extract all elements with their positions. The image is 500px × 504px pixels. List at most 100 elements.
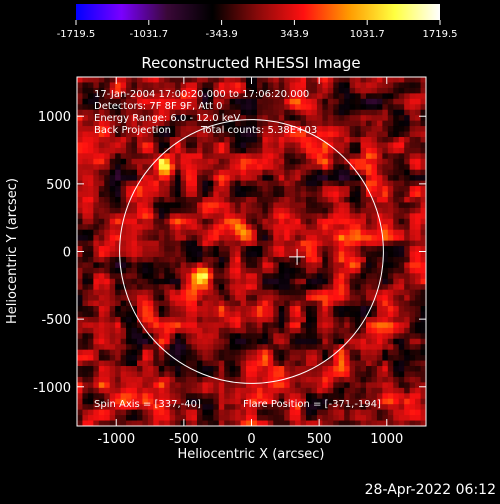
heatmap-cell (289, 404, 296, 411)
heatmap-cell (77, 131, 84, 138)
heatmap-cell (169, 311, 176, 318)
heatmap-cell (158, 316, 165, 323)
heatmap-cell (218, 229, 225, 236)
heatmap-cell (207, 175, 214, 182)
heatmap-cell (87, 289, 94, 296)
heatmap-cell (382, 295, 389, 302)
heatmap-cell (120, 196, 127, 204)
heatmap-cell (115, 338, 122, 345)
heatmap-cell (409, 235, 416, 242)
heatmap-cell (289, 311, 296, 318)
heatmap-cell (169, 109, 176, 116)
heatmap-cell (180, 387, 187, 394)
heatmap-cell (142, 371, 149, 378)
heatmap-cell (251, 327, 258, 334)
heatmap-cell (251, 267, 258, 274)
heatmap-cell (175, 218, 182, 225)
heatmap-cell (333, 164, 340, 171)
heatmap-cell (355, 289, 362, 296)
heatmap-cell (262, 191, 269, 198)
heatmap-cell (235, 191, 242, 198)
heatmap-cell (87, 420, 94, 426)
heatmap-cell (262, 126, 269, 133)
heatmap-cell (322, 120, 329, 127)
heatmap-cell (322, 115, 329, 122)
heatmap-cell (327, 322, 334, 329)
heatmap-cell (207, 191, 214, 198)
heatmap-cell (300, 267, 307, 274)
heatmap-cell (376, 284, 383, 291)
heatmap-cell (300, 147, 307, 154)
heatmap-cell (213, 202, 220, 209)
heatmap-cell (169, 398, 176, 405)
heatmap-cell (420, 224, 426, 231)
heatmap-cell (256, 366, 263, 373)
heatmap-cell (158, 387, 165, 394)
heatmap-cell (131, 213, 138, 220)
heatmap-cell (289, 256, 296, 263)
heatmap-cell (333, 104, 340, 111)
heatmap-cell (322, 278, 329, 285)
heatmap-cell (191, 371, 198, 378)
heatmap-cell (93, 333, 100, 340)
heatmap-cell (420, 186, 426, 193)
heatmap-cell (415, 136, 422, 144)
heatmap-cell (235, 262, 242, 269)
heatmap-cell (398, 82, 405, 89)
heatmap-cell (224, 251, 231, 258)
heatmap-cell (295, 327, 302, 334)
heatmap-cell (311, 289, 318, 296)
heatmap-cell (131, 295, 138, 302)
heatmap-cell (278, 382, 285, 389)
heatmap-cell (82, 278, 89, 285)
heatmap-cell (87, 115, 94, 122)
heatmap-cell (213, 153, 220, 160)
heatmap-cell (344, 306, 351, 313)
heatmap-cell (115, 300, 122, 307)
heatmap-cell (213, 235, 220, 242)
heatmap-cell (284, 273, 291, 280)
heatmap-cell (180, 322, 187, 329)
heatmap-cell (93, 180, 100, 187)
heatmap-cell (415, 169, 422, 176)
heatmap-cell (196, 153, 204, 160)
heatmap-cell (333, 322, 340, 329)
colorbar-tick-label: -343.9 (205, 29, 237, 40)
heatmap-cell (267, 120, 274, 127)
heatmap-cell (366, 306, 373, 313)
heatmap-cell (344, 104, 351, 111)
heatmap-cell (77, 393, 84, 400)
heatmap-cell (360, 175, 367, 182)
timestamp: 28-Apr-2022 06:12 (365, 482, 496, 498)
heatmap-cell (251, 415, 258, 422)
heatmap-cell (295, 393, 302, 400)
heatmap-cell (251, 251, 258, 258)
heatmap-cell (202, 256, 209, 263)
heatmap-cell (82, 218, 89, 225)
heatmap-cell (120, 77, 127, 84)
heatmap-cell (273, 82, 280, 89)
heatmap-cell (246, 355, 253, 362)
heatmap-cell (240, 120, 247, 127)
heatmap-cell (240, 420, 247, 426)
heatmap-cell (420, 262, 426, 269)
heatmap-cell (120, 420, 127, 426)
heatmap-cell (115, 327, 122, 334)
heatmap-cell (224, 191, 231, 198)
heatmap-cell (131, 131, 138, 138)
heatmap-cell (191, 104, 198, 111)
heatmap-cell (82, 256, 89, 263)
heatmap-cell (77, 311, 84, 318)
heatmap-cell (207, 82, 214, 89)
heatmap-cell (186, 82, 193, 89)
heatmap-cell (126, 289, 133, 296)
heatmap-cell (333, 126, 340, 133)
heatmap-cell (333, 415, 340, 422)
heatmap-cell (180, 82, 187, 89)
heatmap-cell (349, 289, 356, 296)
heatmap-cell (120, 415, 127, 422)
heatmap-cell (224, 333, 231, 340)
heatmap-cell (404, 371, 411, 378)
heatmap-cell (349, 251, 356, 258)
heatmap-cell (213, 131, 220, 138)
